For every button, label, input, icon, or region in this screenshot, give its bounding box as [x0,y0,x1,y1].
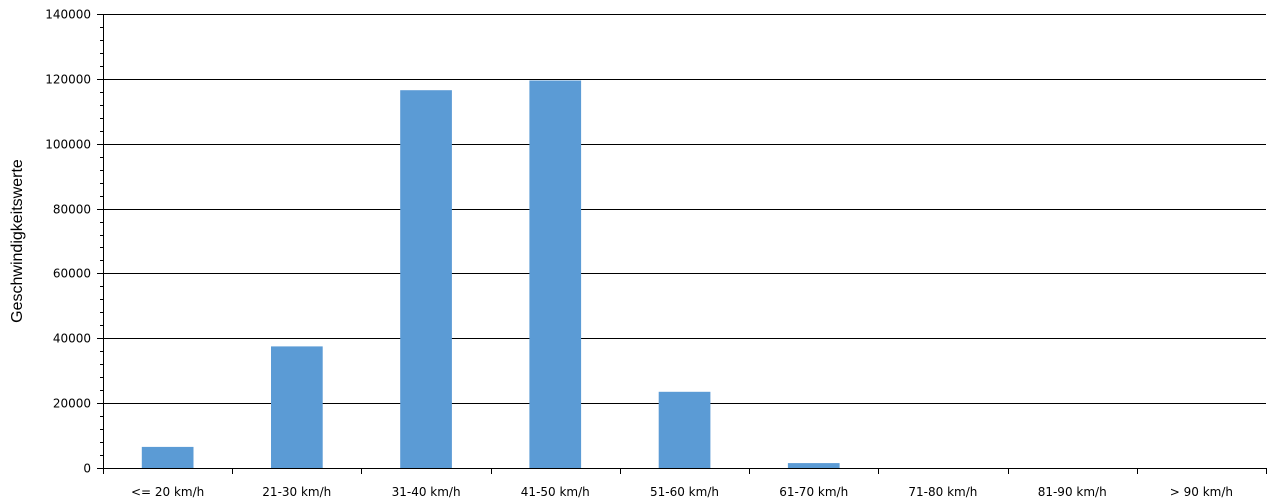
y-tick-label: 80000 [53,203,91,217]
x-tick-label: 51-60 km/h [650,485,719,499]
bar [400,90,452,468]
y-tick-label: 120000 [45,73,91,87]
bar [529,80,582,468]
x-tick-label: 81-90 km/h [1038,485,1107,499]
gridlines [103,14,1266,404]
bar [271,346,323,468]
bar [787,463,840,468]
x-tick-label: 71-80 km/h [908,485,977,499]
y-tick-labels: 0 20000 40000 60000 80000 100000 120000 140000 [45,8,91,476]
y-tick-label: 40000 [53,332,91,346]
x-tick-label: > 90 km/h [1170,485,1233,499]
x-tick-label: 21-30 km/h [262,485,331,499]
x-tick-label: 61-70 km/h [779,485,848,499]
bar [141,446,194,468]
bars [141,80,840,468]
y-axis-label: Geschwindigkeitswerte [9,159,26,323]
x-tick-label: 31-40 km/h [392,485,461,499]
x-tick-label: <= 20 km/h [131,485,204,499]
y-tick-label: 100000 [45,138,91,152]
axes [97,14,1267,474]
bar [658,391,711,468]
y-tick-label: 140000 [45,8,91,22]
y-tick-label: 60000 [53,267,91,281]
y-tick-label: 20000 [53,397,91,411]
x-tick-label: 41-50 km/h [521,485,590,499]
x-tick-labels: <= 20 km/h 21-30 km/h 31-40 km/h 41-50 km/h… [131,485,1233,499]
y-tick-label: 0 [83,462,91,476]
